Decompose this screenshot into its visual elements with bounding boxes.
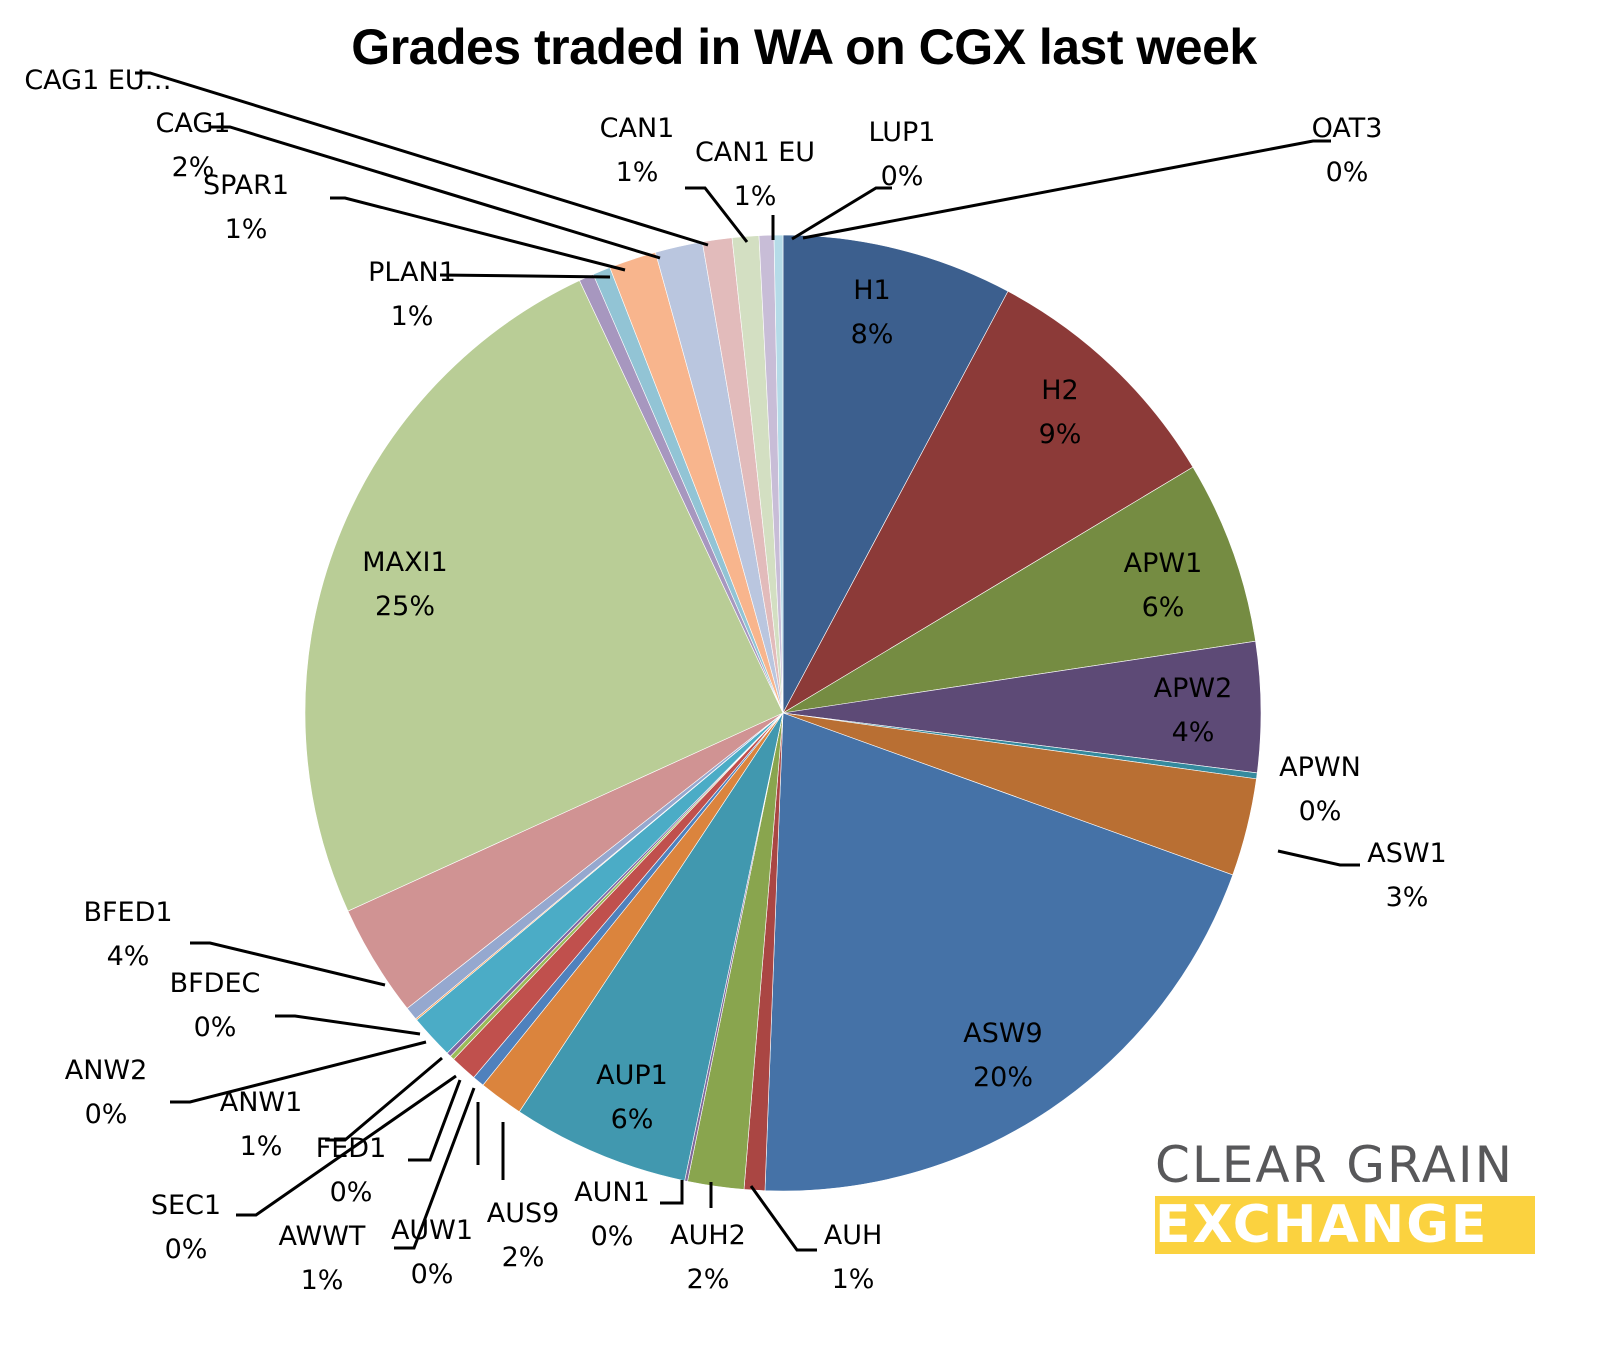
logo-line-1: CLEAR GRAIN [1155,1136,1515,1194]
slice-label-percent: 0% [1326,157,1369,188]
slice-label-percent: 0% [411,1259,454,1290]
slice-label-percent: 1% [391,301,434,332]
pie-slice-asw9 [764,712,1234,1192]
leader-line [408,1079,462,1162]
slice-label-percent: 1% [240,1131,283,1162]
leader-line [802,139,1331,240]
leader-line [660,1180,684,1205]
slice-label-percent: 1% [832,1264,875,1295]
slice-label-name: H2 [1041,375,1078,406]
slice-label-name: BFED1 [83,897,172,928]
leader-line [275,1014,421,1036]
slice-label-percent: 0% [330,1177,373,1208]
pie-slice-maxi1 [304,280,784,912]
slice-label-name: AUP1 [596,1060,668,1091]
leader-line [190,941,386,987]
slice-label-percent: 4% [1172,717,1215,748]
slice-label-percent: 0% [85,1099,128,1130]
slice-label-percent: 0% [881,161,924,192]
pie-slice-h2 [782,290,1194,714]
slice-label-percent: 0% [165,1234,208,1265]
slice-label-name: CAN1 EU [695,137,815,168]
slice-label-name: ASW9 [963,1018,1042,1049]
logo-line-2: EXCHANGE [1155,1196,1535,1254]
slice-label-name: AUN1 [574,1177,650,1208]
pie-slices [304,234,1262,1192]
slice-label-percent: 1% [616,157,659,188]
slice-label-percent: 20% [973,1062,1033,1093]
slice-label-percent: 0% [1299,796,1342,827]
leader-line [439,273,611,279]
leader-line [394,1087,476,1250]
slice-label-name: CAG1 EU… [24,65,171,96]
clear-grain-exchange-logo: CLEAR GRAIN EXCHANGE [1155,1140,1535,1254]
slice-label-percent: 6% [1142,592,1185,623]
slice-label-name: ANW2 [65,1055,148,1086]
slice-label-percent: 0% [591,1221,634,1252]
slice-label-name: APW2 [1154,673,1233,704]
slice-label-name: MAXI1 [362,547,447,578]
slice-label-name: AUW1 [391,1215,473,1246]
slice-label-name: FED1 [316,1133,387,1164]
slice-label-name: SEC1 [151,1190,221,1221]
slice-label-name: ANW1 [220,1087,303,1118]
slice-label-percent: 6% [611,1104,654,1135]
slice-label-percent: 4% [107,941,150,972]
slice-label-name: ASW1 [1367,838,1446,869]
leader-line [791,186,892,241]
slice-label-percent: 25% [375,591,435,622]
pie-slice-aup1 [518,712,784,1182]
slice-label-percent: 1% [225,214,268,245]
slice-label-name: LUP1 [869,117,936,148]
slice-label-name: OAT3 [1312,113,1383,144]
slice-label-name: APWN [1279,752,1361,783]
slice-label-name: SPAR1 [203,170,289,201]
pie-slice-apw1 [782,466,1256,714]
slice-label-name: AWWT [279,1221,366,1252]
leader-line [1277,849,1360,867]
leader-lines [135,71,1360,1252]
slice-label-name: BFDEC [170,968,261,999]
leader-line [236,1074,457,1217]
slice-label-name: AUS9 [487,1198,560,1229]
slice-label-percent: 1% [734,181,777,212]
slice-label-percent: 3% [1386,882,1429,913]
slice-label-name: CAG1 [156,108,231,139]
leader-line [135,71,709,247]
slice-label-name: APW1 [1124,548,1203,579]
slice-labels: H1 8% H2 9% APW1 6% APW2 4% APWN 0% ASW1 3% ASW9 20% A… [24,65,1446,1296]
slice-label-name: H1 [853,275,890,306]
leader-line [325,1056,443,1142]
leader-line [685,186,749,243]
leader-line [749,1185,817,1252]
slice-label-name: PLAN1 [368,257,456,288]
slice-label-percent: 9% [1039,419,1082,450]
slice-label-name: AUH2 [670,1220,746,1251]
slice-label-name: AUH [824,1220,883,1251]
slice-label-percent: 8% [851,319,894,350]
slice-label-percent: 2% [687,1264,730,1295]
leader-line [210,125,661,260]
slice-label-percent: 1% [301,1265,344,1296]
leader-line [330,196,626,272]
slice-label-percent: 2% [502,1242,545,1273]
slice-label-percent: 2% [172,152,215,183]
chart-title: Grades traded in WA on CGX last week [351,19,1257,75]
slice-label-name: CAN1 [600,113,675,144]
leader-line [170,1040,427,1104]
slice-label-percent: 0% [194,1012,237,1043]
